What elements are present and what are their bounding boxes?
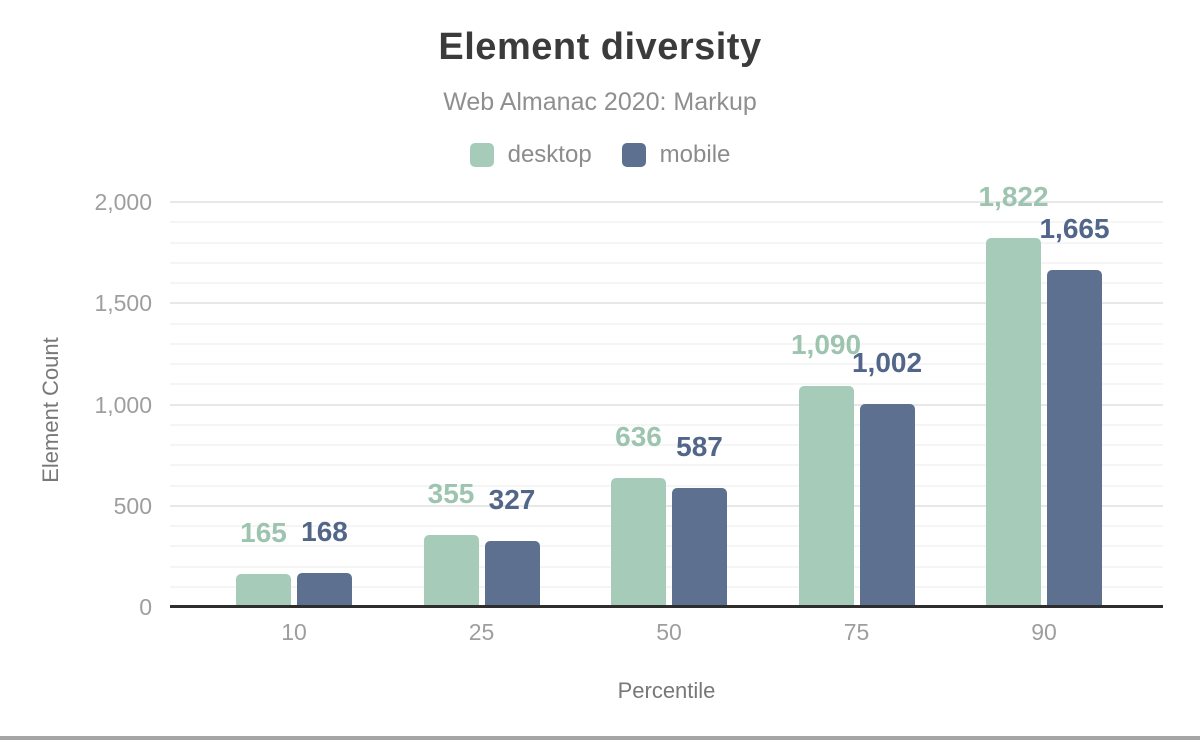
minor-gridline-1200 (170, 363, 1163, 365)
bar-desktop-10 (236, 574, 291, 607)
x-tick-label-90: 90 (1031, 619, 1057, 645)
value-label-mobile-75: 1,002 (851, 347, 923, 378)
legend-swatch-desktop (469, 143, 494, 167)
legend: desktop mobile (0, 141, 1200, 169)
x-tick-label-10: 10 (281, 619, 307, 645)
minor-gridline-1300 (170, 342, 1163, 345)
major-gridline-1000 (170, 403, 1163, 406)
minor-gridline-200 (170, 565, 1163, 568)
minor-gridline-900 (170, 423, 1163, 426)
bar-mobile-90 (1047, 270, 1102, 607)
minor-gridline-1900 (170, 221, 1163, 224)
value-label-desktop-90: 1,822 (978, 181, 1049, 212)
minor-gridline-400 (170, 525, 1163, 527)
minor-gridline-1600 (170, 282, 1163, 284)
x-axis-line (170, 605, 1163, 608)
value-label-desktop-50: 636 (615, 421, 662, 452)
value-label-desktop-10: 165 (240, 517, 287, 548)
value-label-mobile-50: 587 (676, 431, 723, 462)
legend-swatch-mobile (621, 143, 646, 167)
chart-subtitle: Web Almanac 2020: Markup (443, 88, 757, 116)
minor-gridline-300 (170, 545, 1163, 548)
minor-gridline-700 (170, 464, 1163, 467)
y-tick-label-0: 0 (139, 594, 152, 620)
minor-gridline-1400 (170, 322, 1163, 325)
major-gridline-2000 (170, 201, 1163, 203)
x-tick-label-75: 75 (843, 619, 870, 645)
bar-desktop-50 (611, 478, 666, 607)
x-axis-title: Percentile (617, 678, 716, 703)
value-label-desktop-75: 1,090 (790, 329, 862, 360)
legend-item-desktop: desktop (469, 141, 592, 169)
y-tick-label-500: 500 (113, 492, 152, 519)
major-gridline-500 (170, 504, 1163, 507)
y-tick-label-2,000: 2,000 (94, 189, 152, 215)
bar-desktop-25 (423, 535, 479, 607)
bar-desktop-75 (798, 386, 854, 607)
minor-gridline-800 (170, 444, 1163, 446)
y-tick-label-1,500: 1,500 (94, 290, 152, 317)
chart-title: Element diversity (438, 26, 762, 68)
bottom-border (0, 736, 1200, 740)
minor-gridline-1100 (170, 383, 1163, 386)
minor-gridline-600 (170, 484, 1163, 487)
value-label-mobile-90: 1,665 (1039, 213, 1110, 244)
bar-mobile-50 (672, 488, 727, 607)
y-tick-label-1,000: 1,000 (94, 391, 152, 418)
value-label-mobile-25: 327 (488, 484, 536, 515)
legend-label: desktop (507, 141, 592, 168)
value-label-mobile-10: 168 (301, 516, 348, 547)
x-tick-label-50: 50 (656, 619, 682, 645)
value-label-desktop-25: 355 (427, 478, 475, 509)
x-tick-label-25: 25 (468, 619, 495, 645)
bar-mobile-75 (859, 404, 915, 607)
legend-label: mobile (659, 141, 731, 168)
minor-gridline-1700 (170, 261, 1163, 264)
bar-desktop-90 (986, 238, 1041, 607)
legend-item-mobile: mobile (621, 141, 731, 169)
minor-gridline-1800 (170, 241, 1163, 244)
bar-mobile-10 (297, 573, 352, 607)
bar-mobile-25 (484, 541, 540, 607)
minor-gridline-100 (170, 585, 1163, 588)
major-gridline-1500 (170, 302, 1163, 305)
